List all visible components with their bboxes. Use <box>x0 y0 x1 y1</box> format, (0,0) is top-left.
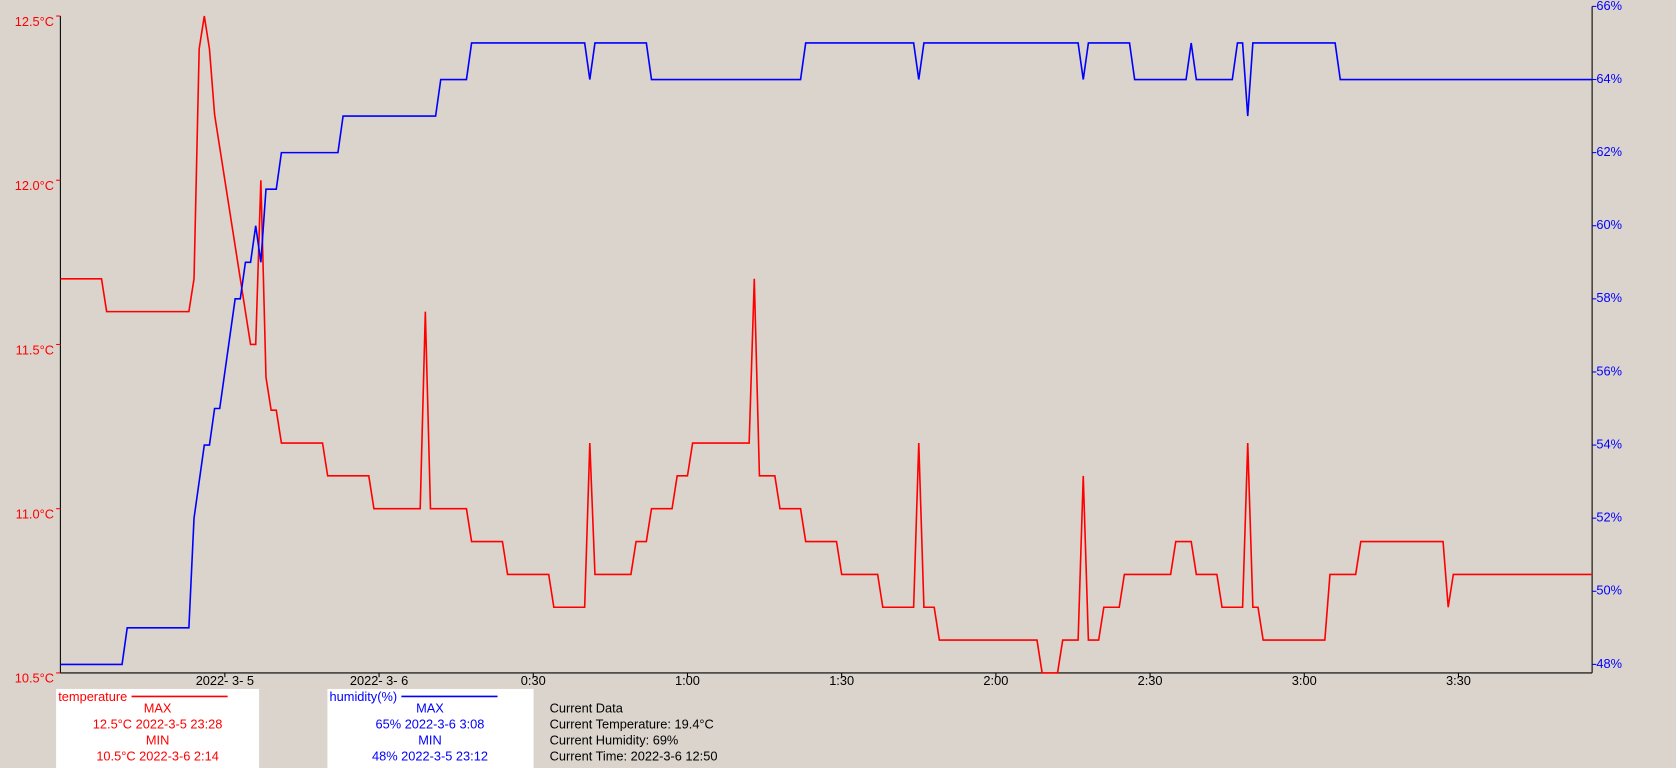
y-tick-label: 11.5°C <box>16 342 54 357</box>
legend-label: humidity(%) <box>330 689 398 704</box>
x-tick-label: 1:00 <box>675 673 700 688</box>
y2-tick-label: 58% <box>1596 290 1622 305</box>
legend-label: temperature <box>58 689 127 704</box>
y2-tick-label: 52% <box>1596 510 1622 525</box>
stat-heading: MAX <box>416 701 444 716</box>
y2-tick-label: 54% <box>1596 436 1622 451</box>
x-tick-label: 2:30 <box>1138 673 1163 688</box>
y2-tick-label: 62% <box>1596 144 1622 159</box>
y2-tick-label: 48% <box>1596 656 1622 671</box>
y-tick-label: 10.5°C <box>15 671 54 686</box>
y-tick-label: 11.0°C <box>16 507 54 522</box>
series-line <box>60 42 1593 666</box>
stat-heading: MIN <box>418 733 441 748</box>
y2-tick-label: 66% <box>1596 0 1622 13</box>
stat-heading: MIN <box>146 733 169 748</box>
stat-value: 10.5°C 2022-3-6 2:14 <box>96 749 219 764</box>
y2-tick-label: 64% <box>1596 71 1622 86</box>
y2-tick-label: 50% <box>1596 583 1622 598</box>
x-tick-label: 3:30 <box>1446 673 1471 688</box>
y2-tick-label: 56% <box>1596 363 1622 378</box>
current-line: Current Humidity: 69% <box>550 733 679 748</box>
legend-box <box>327 688 534 768</box>
x-tick-label: 1:30 <box>829 673 854 688</box>
x-tick-label: 0:30 <box>521 673 546 688</box>
series-line <box>60 15 1593 674</box>
current-line: Current Time: 2022-3-6 12:50 <box>550 749 718 764</box>
current-line: Current Temperature: 19.4°C <box>550 717 714 732</box>
stat-value: 65% 2022-3-6 3:08 <box>376 717 485 732</box>
current-title: Current Data <box>550 701 624 716</box>
legend-box <box>56 688 260 768</box>
stat-value: 48% 2022-3-5 23:12 <box>372 749 488 764</box>
stat-heading: MAX <box>144 701 172 716</box>
y-tick-label: 12.0°C <box>15 178 54 193</box>
x-tick-label: 2022- 3- 5 <box>196 673 254 688</box>
x-tick-label: 3:00 <box>1292 673 1317 688</box>
y-tick-label: 12.5°C <box>15 14 54 29</box>
x-tick-label: 2:00 <box>983 673 1008 688</box>
y2-tick-label: 60% <box>1596 217 1622 232</box>
stat-value: 12.5°C 2022-3-5 23:28 <box>93 717 223 732</box>
x-tick-label: 2022- 3- 6 <box>350 673 408 688</box>
